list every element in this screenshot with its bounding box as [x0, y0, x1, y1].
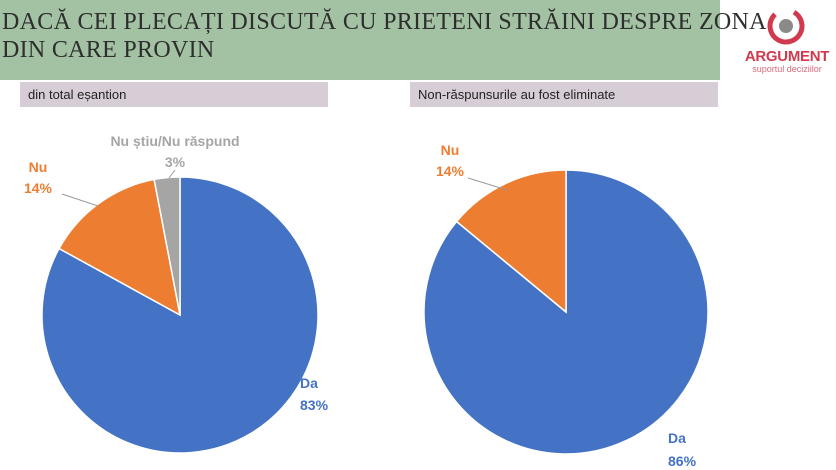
page-title-line-1: DACĂ CEI PLECAȚI DISCUTĂ CU PRIETENI STR… [2, 9, 767, 35]
pie-slice-da [423, 169, 709, 455]
data-label-nu-tiu-nu-r-spund-value: 3% [165, 154, 186, 170]
pie-left: Da 83% Nu 14% Nu știu/Nu răspund 3% [24, 133, 329, 454]
left-chart-subheader: din total eșantion [20, 82, 328, 107]
leader-line-nu [467, 177, 508, 191]
data-label-da-name: Da [668, 430, 686, 446]
title-banner: DACĂ CEI PLECAȚI DISCUTĂ CU PRIETENI STR… [0, 0, 767, 80]
data-label-da-value: 86% [668, 453, 697, 469]
leader-line-nu [61, 193, 99, 207]
data-label-nu-value: 14% [24, 180, 53, 196]
data-label-da-value: 83% [300, 397, 329, 413]
pie-slice-da [41, 176, 319, 454]
pie-slice-nu-tiu-nu-r-spund [153, 176, 181, 316]
pie-right: Da 86% Nu 14% [423, 142, 709, 469]
argument-logo: ARGUMENT suportul deciziilor [740, 6, 834, 76]
leader-line-nu-tiu-nu-r-spund [168, 169, 176, 179]
data-label-nu-name: Nu [29, 159, 48, 175]
data-label-nu-value: 14% [436, 163, 465, 179]
page-title-line-2: DIN CARE PROVIN [2, 37, 215, 63]
right-chart-subheader: Non-răspunsurile au fost eliminate [410, 82, 718, 107]
pie-slice-nu [455, 169, 567, 314]
pie-slice-nu [58, 178, 182, 317]
logo-tagline: suportul deciziilor [752, 64, 822, 74]
data-label-da-name: Da [300, 375, 318, 391]
data-label-nu-name: Nu [441, 142, 460, 158]
logo-wordmark: ARGUMENT [744, 48, 830, 65]
data-label-nu-tiu-nu-r-spund-name: Nu știu/Nu răspund [110, 133, 239, 149]
logo-mark-icon [767, 7, 805, 45]
